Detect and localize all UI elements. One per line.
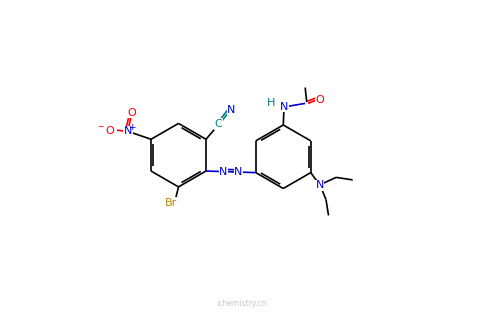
Text: N: N [280, 101, 288, 111]
Text: O: O [316, 95, 324, 105]
Text: N: N [234, 167, 242, 177]
Text: N: N [219, 167, 227, 177]
Text: H: H [267, 99, 275, 109]
Text: $^-$O: $^-$O [96, 124, 116, 136]
Text: C: C [215, 119, 223, 129]
Text: +: + [128, 123, 136, 132]
Text: ichemistry.cn: ichemistry.cn [217, 299, 267, 308]
Text: N: N [227, 105, 236, 115]
Text: N: N [316, 180, 324, 190]
Text: Br: Br [165, 198, 177, 208]
Text: O: O [127, 108, 136, 118]
Text: N: N [124, 126, 132, 136]
